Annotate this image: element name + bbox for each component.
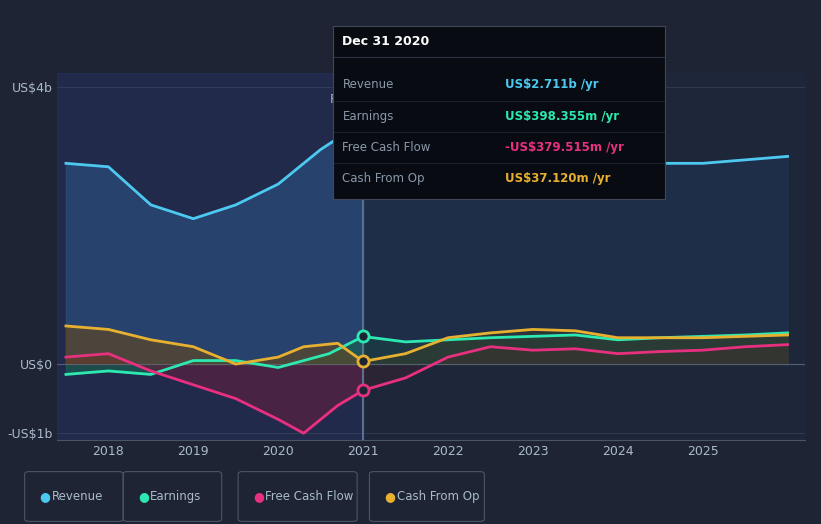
Text: Free Cash Flow: Free Cash Flow [265,490,354,503]
Text: ●: ● [384,490,395,503]
Text: Earnings: Earnings [150,490,202,503]
Text: Cash From Op: Cash From Op [397,490,479,503]
Bar [57,73,363,440]
Text: US$2.711b /yr: US$2.711b /yr [506,79,599,92]
Text: Revenue: Revenue [52,490,103,503]
Text: Cash From Op: Cash From Op [342,172,425,185]
Text: -US$379.515m /yr: -US$379.515m /yr [506,141,624,154]
Text: US$398.355m /yr: US$398.355m /yr [506,110,620,123]
Text: Revenue: Revenue [342,79,394,92]
Text: US$37.120m /yr: US$37.120m /yr [506,172,611,185]
Text: Past: Past [330,93,356,106]
Text: Free Cash Flow: Free Cash Flow [342,141,431,154]
Text: Analysts Forecasts: Analysts Forecasts [372,93,488,106]
Bar [363,73,805,440]
Text: Earnings: Earnings [342,110,394,123]
Text: ●: ● [39,490,50,503]
Text: ●: ● [138,490,149,503]
Text: Dec 31 2020: Dec 31 2020 [342,35,429,48]
Text: ●: ● [253,490,264,503]
